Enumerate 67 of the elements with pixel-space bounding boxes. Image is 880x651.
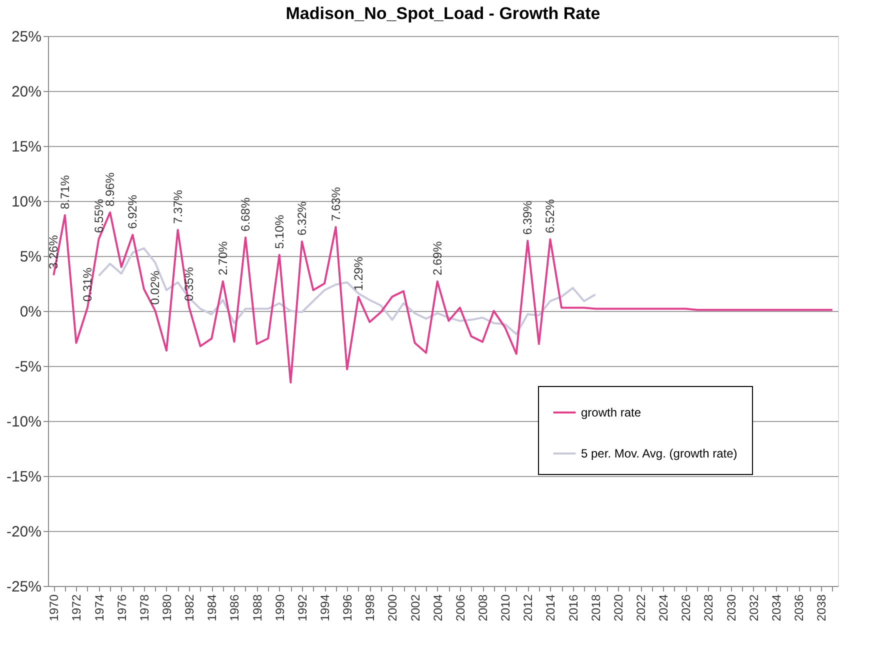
x-tick-label: 1996 <box>340 594 355 622</box>
y-tick-label: 20% <box>11 84 42 100</box>
y-tick-label: 15% <box>11 138 42 156</box>
x-tick-label: 2010 <box>498 594 513 622</box>
x-tick-label: 2014 <box>544 594 558 622</box>
x-tick-label: 1978 <box>137 594 152 622</box>
data-label: 6.55% <box>92 198 106 233</box>
data-label: 1.29% <box>351 256 366 291</box>
y-tick-label: -5% <box>14 358 42 376</box>
y-tick-label: -25% <box>6 578 42 596</box>
x-tick-label: 2016 <box>566 594 580 622</box>
y-tick-label: -20% <box>6 524 42 540</box>
data-label: 2.69% <box>430 241 444 276</box>
x-tick-label: 2030 <box>724 594 738 622</box>
x-tick-label: 2038 <box>814 594 829 622</box>
y-tick-label: 25% <box>11 28 42 46</box>
x-tick-label: 2000 <box>386 594 400 622</box>
data-label: 6.92% <box>126 194 140 229</box>
x-tick-label: 2036 <box>792 594 806 622</box>
data-label: 5.10% <box>272 214 286 249</box>
x-tick-label: 2008 <box>476 594 490 622</box>
x-tick-label: 2002 <box>408 594 422 622</box>
legend-label: 5 per. Mov. Avg. (growth rate) <box>581 446 738 460</box>
data-label: 7.37% <box>170 190 185 224</box>
data-label: 0.31% <box>80 267 94 302</box>
x-tick-label: 2024 <box>656 594 671 622</box>
y-tick-label: 0% <box>20 304 42 320</box>
x-tick-label: 2026 <box>679 594 694 622</box>
data-label: 7.63% <box>328 186 343 222</box>
x-tick-label: 1990 <box>272 594 287 622</box>
x-tick-label: 1970 <box>47 594 62 622</box>
x-tick-label: 2022 <box>634 594 648 622</box>
x-tick-label: 1972 <box>70 594 84 622</box>
x-tick-label: 1994 <box>318 594 332 622</box>
data-label: 8.96% <box>103 172 118 206</box>
x-tick-label: 1974 <box>92 594 106 622</box>
legend-label: growth rate <box>581 406 642 420</box>
y-tick-label: 5% <box>20 248 42 266</box>
x-tick-label: 1980 <box>160 594 174 622</box>
data-label: 6.52% <box>543 198 558 234</box>
x-tick-label: 2032 <box>746 594 761 622</box>
x-tick-label: 2034 <box>769 594 784 622</box>
x-tick-label: 2020 <box>611 594 626 622</box>
y-tick-label: -10% <box>6 414 42 430</box>
data-label: 0.35% <box>182 266 196 302</box>
data-label: 2.70% <box>216 240 230 276</box>
x-tick-label: 2006 <box>453 594 468 622</box>
x-tick-label: 1982 <box>182 594 197 622</box>
x-tick-label: 1988 <box>250 594 264 622</box>
data-label: 6.32% <box>294 201 309 236</box>
x-tick-label: 1986 <box>228 594 242 622</box>
x-tick-label: 2004 <box>430 594 445 622</box>
chart-title: Madison_No_Spot_Load - Growth Rate <box>286 4 600 23</box>
y-tick-label: -15% <box>6 468 42 486</box>
x-tick-label: 2018 <box>588 594 603 622</box>
x-tick-label: 1976 <box>114 594 129 622</box>
data-label: 0.02% <box>148 270 162 305</box>
data-label: 6.68% <box>238 197 252 232</box>
x-tick-label: 1984 <box>205 594 220 622</box>
data-label: 3.26% <box>46 234 61 270</box>
data-label: 8.71% <box>58 174 72 210</box>
y-tick-label: 10% <box>11 194 42 210</box>
x-tick-label: 1992 <box>295 594 310 622</box>
x-tick-label: 1998 <box>363 594 378 622</box>
x-tick-label: 2028 <box>702 594 716 622</box>
data-label: 6.39% <box>520 200 535 235</box>
x-tick-label: 2012 <box>521 594 536 622</box>
